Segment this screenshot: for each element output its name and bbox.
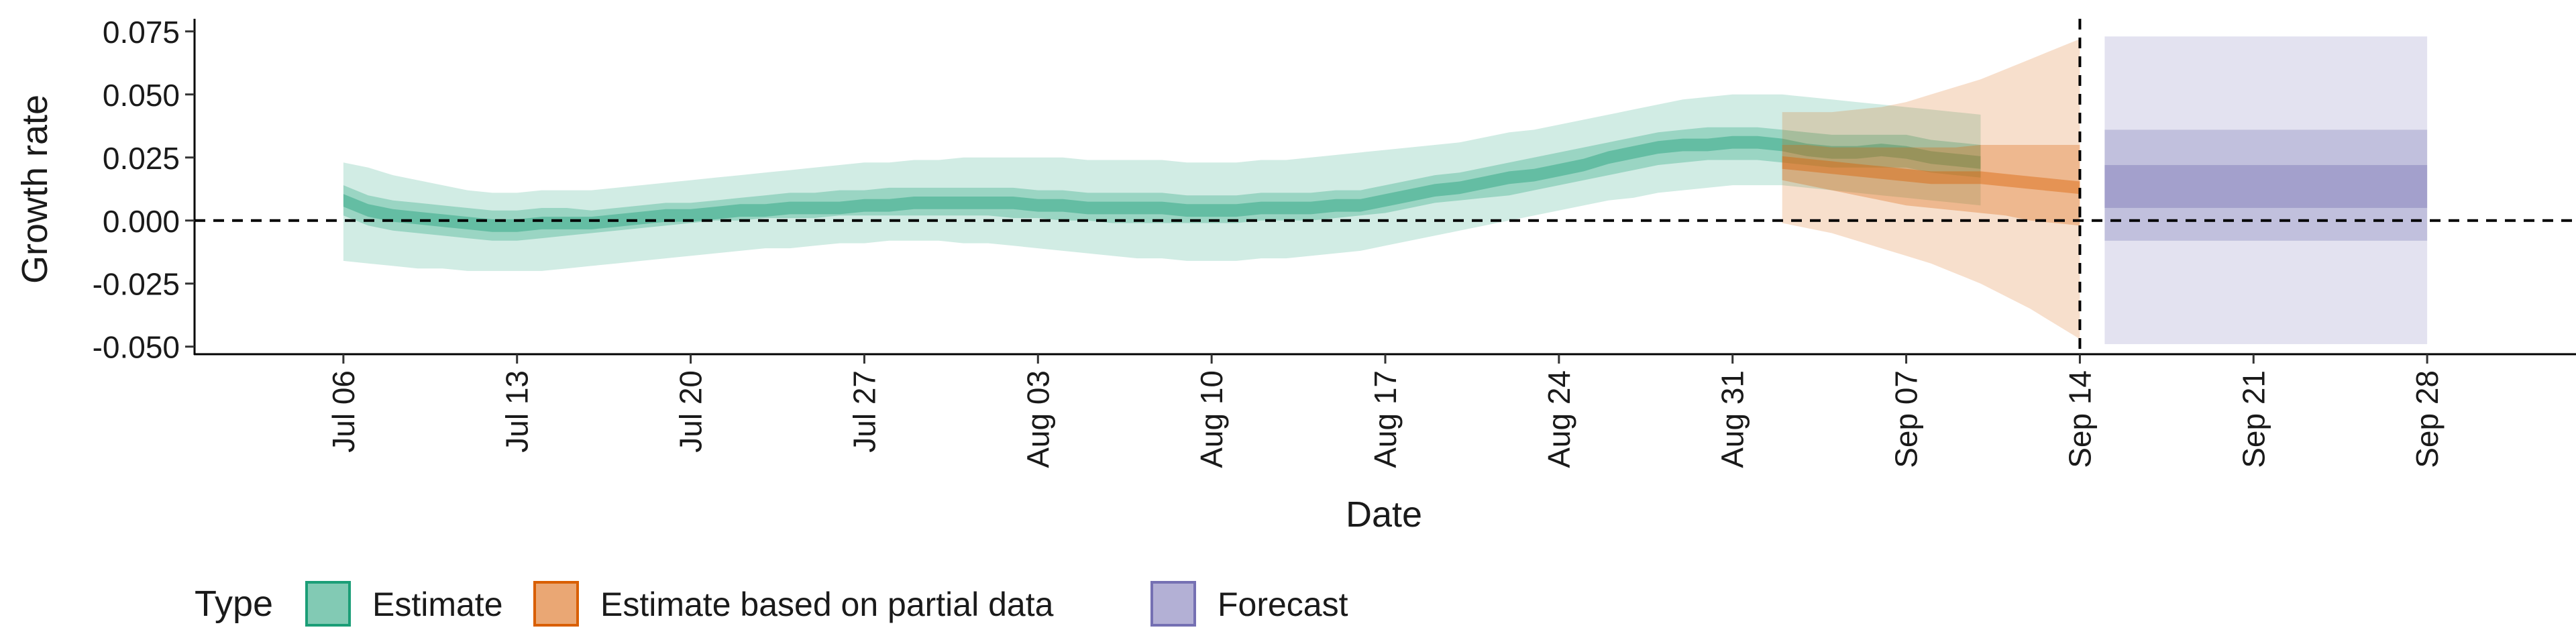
- legend: Type Estimate Estimate based on partial d…: [195, 581, 1348, 627]
- y-axis-title: Growth rate: [15, 95, 55, 284]
- ribbon-layer: [343, 36, 2428, 344]
- x-tick-label: Jul 13: [500, 370, 535, 453]
- plot-area: 0.075 0.050 0.025 0.000 -0.025 -0.050 Jul 06 Ju…: [93, 15, 2576, 468]
- legend-entry-estimate-based-on-partial-data: Estimate based on partial data: [533, 581, 1054, 627]
- y-tick-label: 0.050: [103, 78, 180, 113]
- y-tick-label: 0.025: [103, 141, 180, 176]
- legend-entry-forecast: Forecast: [1150, 581, 1348, 627]
- estimate-median-band: [343, 136, 1981, 232]
- legend-title: Type: [195, 584, 273, 624]
- x-tick-label: Jul 06: [326, 370, 361, 453]
- legend-label-estimate-based-on-partial-data: Estimate based on partial data: [600, 586, 1054, 623]
- estimate-outer-band: [343, 94, 1981, 271]
- x-tick-label: Jul 27: [847, 370, 881, 453]
- forecast-inner-band: [2104, 129, 2428, 241]
- legend-label-estimate: Estimate: [372, 586, 503, 623]
- legend-key-forecast: [1150, 581, 1196, 627]
- x-tick-label: Jul 20: [674, 370, 708, 453]
- y-tick-label: 0.000: [103, 204, 180, 239]
- x-tick-label: Sep 14: [2062, 370, 2097, 468]
- estimate-based-on-partial-data-inner-band: [1782, 145, 2080, 226]
- legend-label-forecast: Forecast: [1218, 586, 1348, 623]
- y-tick-label: -0.050: [93, 330, 180, 365]
- legend-key-estimate: [305, 581, 351, 627]
- x-tick-label: Sep 28: [2410, 370, 2445, 468]
- estimate-inner-band: [343, 127, 1981, 241]
- reference-lines: [195, 19, 2576, 354]
- x-tick-label: Aug 31: [1715, 370, 1750, 468]
- y-tick-label: -0.025: [93, 267, 180, 302]
- y-tick-label: 0.075: [103, 15, 180, 50]
- x-tick-label: Sep 07: [1889, 370, 1924, 468]
- x-tick-label: Aug 10: [1194, 370, 1229, 468]
- legend-key-estimate-based-on-partial-data: [533, 581, 579, 627]
- estimate-based-on-partial-data-median-band: [1782, 156, 2080, 195]
- forecast-median-band: [2104, 165, 2428, 208]
- axes: 0.075 0.050 0.025 0.000 -0.025 -0.050 Jul 06 Ju…: [93, 15, 2576, 468]
- x-tick-label: Aug 24: [1542, 370, 1576, 468]
- legend-entry-estimate: Estimate: [305, 581, 503, 627]
- x-tick-label: Aug 03: [1020, 370, 1055, 468]
- forecast-outer-band: [2104, 36, 2428, 344]
- x-tick-label: Aug 17: [1368, 370, 1403, 468]
- x-tick-label: Sep 21: [2236, 370, 2271, 468]
- x-axis-title: Date: [1346, 494, 1422, 535]
- estimate-based-on-partial-data-outer-band: [1782, 39, 2080, 339]
